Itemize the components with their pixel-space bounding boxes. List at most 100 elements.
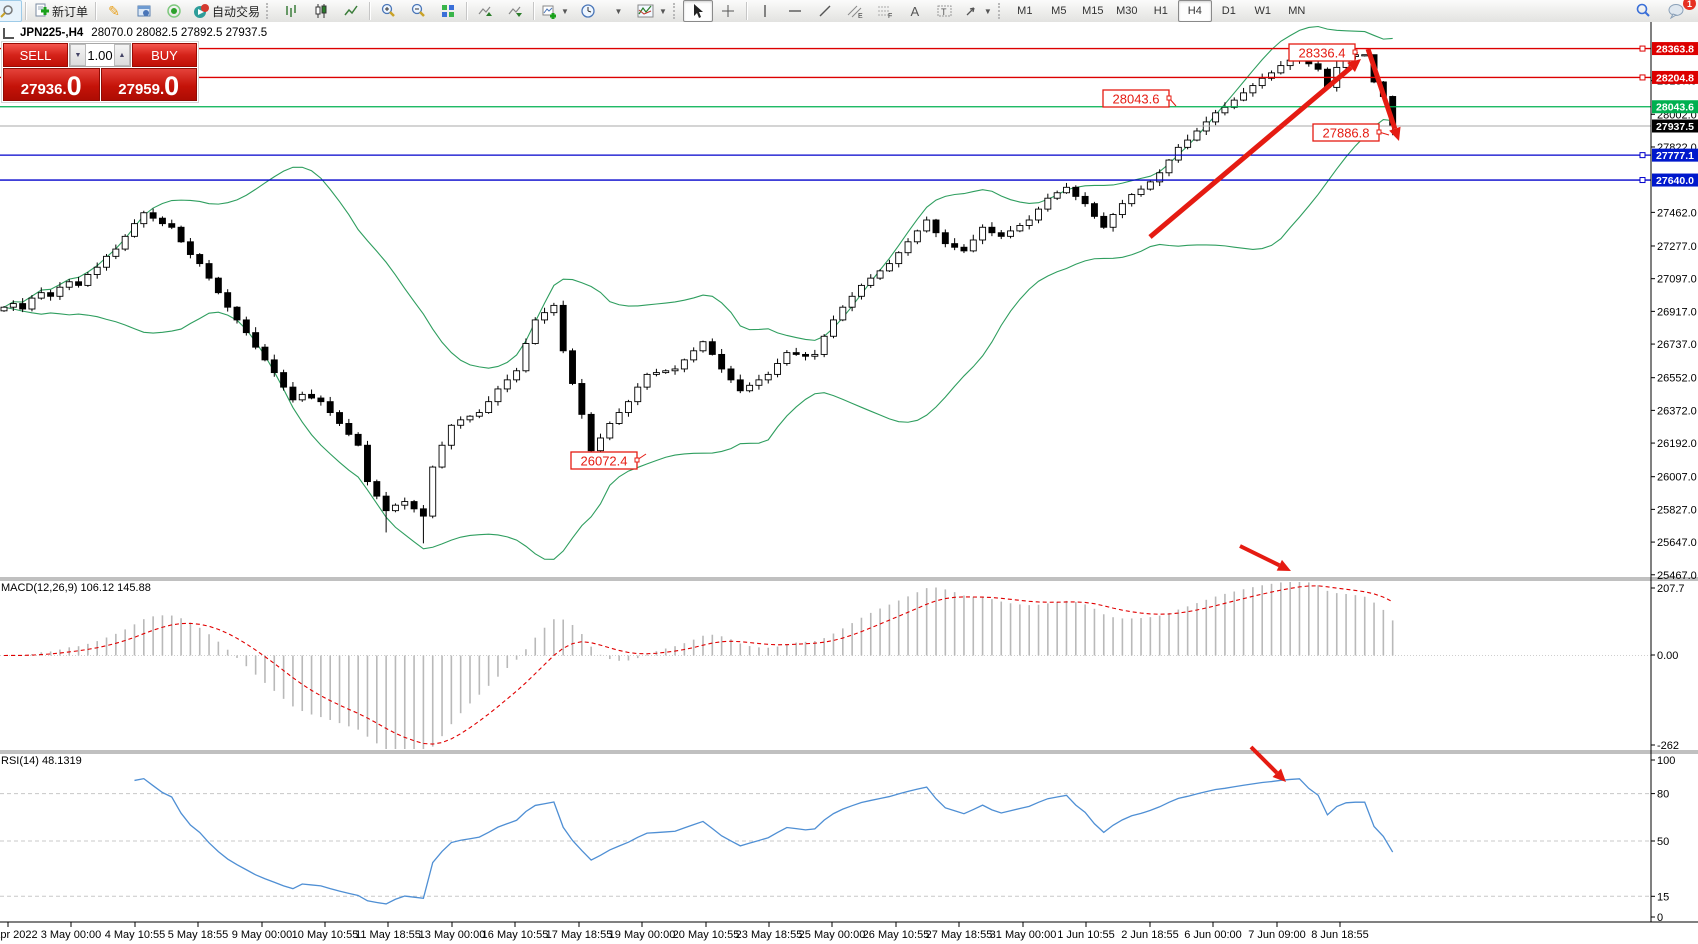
timeframe-h1[interactable]: H1	[1153, 5, 1168, 17]
symbol-info-line: JPN225-,H4 28070.0 28082.5 27892.5 27937…	[3, 27, 267, 39]
svg-text:27777.1: 27777.1	[1656, 150, 1694, 162]
svg-text:26372.0: 26372.0	[1657, 405, 1697, 417]
svg-text:25 May 00:00: 25 May 00:00	[799, 929, 866, 941]
volume-increase-button[interactable]: ▲	[114, 44, 130, 66]
timeframe-m5[interactable]: M5	[1051, 5, 1067, 17]
svg-text:26072.4: 26072.4	[581, 454, 628, 469]
buy-price-button[interactable]: 27959. 0	[100, 68, 197, 101]
timeframe-mn[interactable]: MN	[1288, 5, 1306, 17]
vertical-line-tool[interactable]	[750, 0, 780, 22]
timeframe-d1[interactable]: D1	[1221, 5, 1236, 17]
toolbar-grip	[672, 3, 680, 19]
sell-price-button[interactable]: 27936. 0	[3, 68, 100, 101]
macd-signal-line	[3, 585, 1393, 745]
channel-tool[interactable]: E	[840, 0, 870, 22]
chart-shift-icon[interactable]	[500, 0, 530, 22]
chart-window: 28187.028002.027822.027462.027277.027097…	[0, 22, 1698, 944]
svg-text:26007.0: 26007.0	[1657, 472, 1697, 484]
svg-text:31 May 00:00: 31 May 00:00	[990, 929, 1057, 941]
arrows-tool-dropdown[interactable]: ▼	[960, 0, 996, 22]
fibonacci-tool[interactable]: F	[870, 0, 900, 22]
candlestick-chart-icon[interactable]	[306, 0, 336, 22]
svg-text:25467.0: 25467.0	[1657, 570, 1697, 582]
svg-text:28043.6: 28043.6	[1656, 102, 1694, 114]
auto-scroll-icon[interactable]	[470, 0, 500, 22]
bar-chart-icon[interactable]	[276, 0, 306, 22]
search-icon[interactable]	[1628, 0, 1658, 22]
pane-frames	[0, 22, 1698, 923]
cursor-tool[interactable]	[682, 0, 713, 22]
text-label-tool[interactable]: T	[930, 0, 960, 22]
tile-windows-icon[interactable]	[433, 0, 463, 22]
indicators-button[interactable]: ▼	[633, 0, 671, 22]
trendline-tool[interactable]	[810, 0, 840, 22]
sell-price-frac: 0	[66, 71, 82, 101]
horizontal-level-lines	[0, 45, 1651, 184]
autotrading-icon	[194, 4, 210, 18]
svg-text:6 Jun 00:00: 6 Jun 00:00	[1184, 929, 1242, 941]
new-order-label: 新订单	[52, 4, 89, 19]
svg-text:26 May 10:55: 26 May 10:55	[863, 929, 930, 941]
separator	[25, 2, 26, 20]
magnifier-icon[interactable]	[0, 0, 22, 22]
svg-text:E: E	[858, 13, 863, 19]
new-chart-button[interactable]: ▼	[537, 0, 573, 22]
timeframe-h4[interactable]: H4	[1177, 0, 1212, 22]
svg-text:28204.8: 28204.8	[1656, 72, 1694, 84]
svg-text:5 May 18:55: 5 May 18:55	[168, 929, 229, 941]
signals-icon[interactable]	[159, 0, 189, 22]
svg-text:27886.8: 27886.8	[1323, 126, 1370, 141]
separator	[369, 2, 371, 20]
svg-text:26917.0: 26917.0	[1657, 306, 1697, 318]
svg-text:27640.0: 27640.0	[1656, 175, 1694, 187]
indicator-scales: 207.7 0.00 -262 100 80 50 15 0	[1651, 583, 1685, 924]
metaeditor-icon[interactable]: ✎	[108, 2, 120, 19]
svg-text:25647.0: 25647.0	[1657, 537, 1697, 549]
period-clock-icon[interactable]	[573, 0, 603, 22]
svg-text:8 Jun 18:55: 8 Jun 18:55	[1311, 929, 1369, 941]
line-chart-icon[interactable]	[336, 0, 366, 22]
crosshair-tool[interactable]	[713, 0, 743, 22]
buy-price-frac: 0	[164, 71, 180, 101]
svg-text:-262: -262	[1657, 740, 1679, 752]
chart-canvas[interactable]: 28187.028002.027822.027462.027277.027097…	[0, 22, 1698, 944]
chat-unread-badge: 1	[1683, 0, 1696, 10]
indicators-icon	[637, 4, 654, 18]
svg-text:19 May 00:00: 19 May 00:00	[609, 929, 676, 941]
buy-button[interactable]: BUY	[132, 43, 197, 67]
volume-decrease-button[interactable]: ▼	[70, 44, 86, 66]
autotrading-label: 自动交易	[212, 4, 261, 19]
separator	[466, 2, 468, 20]
profiles-dropdown[interactable]: ▼	[614, 6, 623, 16]
horizontal-line-tool[interactable]	[780, 0, 810, 22]
svg-text:26737.0: 26737.0	[1657, 339, 1697, 351]
macd-histogram	[12, 582, 1394, 749]
new-order-button[interactable]: 新订单	[29, 0, 92, 22]
separator	[95, 2, 97, 20]
rsi-label: RSI(14) 48.1319	[1, 755, 82, 767]
svg-text:0: 0	[1657, 912, 1663, 924]
main-toolbar: 新订单 ✎ 自动交易 ▼ ▼	[0, 0, 1698, 23]
new-order-icon	[35, 3, 49, 17]
svg-text:27937.5: 27937.5	[1656, 121, 1694, 133]
timeframe-m1[interactable]: M1	[1017, 5, 1033, 17]
svg-text:20 May 10:55: 20 May 10:55	[673, 929, 740, 941]
autotrading-button[interactable]: 自动交易	[189, 0, 264, 22]
zoom-in-icon[interactable]	[373, 0, 403, 22]
price-badges: 28363.8 28204.8 28043.6 27937.5 27777.1 27640…	[1652, 42, 1698, 187]
svg-text:29 Apr 2022: 29 Apr 2022	[0, 929, 38, 941]
text-tool[interactable]: A	[910, 3, 920, 19]
svg-text:100: 100	[1657, 755, 1675, 767]
svg-text:3 May 00:00: 3 May 00:00	[41, 929, 102, 941]
svg-text:13 May 00:00: 13 May 00:00	[419, 929, 486, 941]
timeframe-m15[interactable]: M15	[1082, 5, 1104, 17]
svg-text:27097.0: 27097.0	[1657, 274, 1697, 286]
sell-button[interactable]: SELL	[3, 43, 68, 67]
zoom-out-icon[interactable]	[403, 0, 433, 22]
timeframe-w1[interactable]: W1	[1254, 5, 1272, 17]
svg-text:28043.6: 28043.6	[1113, 92, 1160, 107]
volume-input[interactable]: 1.00	[87, 47, 113, 63]
chat-icon[interactable]: 1	[1662, 0, 1696, 22]
timeframe-m30[interactable]: M30	[1116, 5, 1138, 17]
market-watch-icon[interactable]	[129, 0, 159, 22]
